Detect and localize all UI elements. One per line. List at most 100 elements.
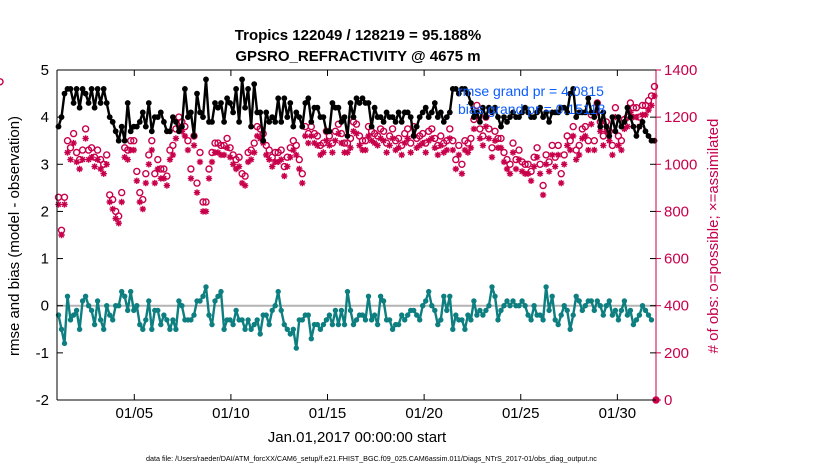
bias-point (516, 303, 522, 309)
bias-point (119, 288, 125, 295)
bias-point (137, 321, 143, 328)
bias-point (648, 317, 655, 323)
rmse-point (495, 114, 501, 120)
obs-possible-marker (437, 132, 445, 140)
obs-possible-marker (126, 136, 135, 145)
obs-possible-marker (133, 167, 141, 176)
rmse-point (368, 123, 375, 130)
rmse-point (239, 76, 246, 83)
obs-assimilated-marker (163, 182, 171, 189)
rmse-point (215, 104, 221, 111)
obs-possible-marker (60, 193, 69, 202)
rmse-point (428, 109, 435, 116)
bias-point (546, 307, 552, 314)
bias-point (576, 298, 582, 304)
bias-point (104, 303, 110, 309)
rmse-point (106, 114, 113, 120)
obs-assimilated-marker (476, 135, 484, 142)
bias-point (218, 288, 224, 295)
obs-assimilated-marker (446, 135, 453, 142)
bias-point (459, 317, 465, 323)
rmse-point (170, 114, 176, 120)
obs-assimilated-marker (263, 151, 270, 159)
bias-point (350, 321, 357, 328)
rmse-point (365, 100, 372, 106)
rmse-point (585, 95, 592, 102)
bias-point (621, 298, 628, 304)
bias-point (101, 326, 107, 332)
rmse-point (109, 119, 116, 125)
rmse-point (290, 123, 297, 130)
rmse-point (182, 86, 188, 92)
y-tick-label-right: 0 (664, 392, 672, 409)
y-tick-label-left: 1 (41, 251, 49, 268)
obs-assimilated-marker (401, 139, 408, 147)
bias-point (522, 303, 528, 309)
bias-point (338, 307, 345, 314)
rmse-point (124, 100, 131, 106)
rmse-point (251, 81, 258, 87)
obs-assimilated-marker (491, 137, 499, 144)
rmse-point (278, 119, 285, 125)
bias-point (284, 326, 290, 332)
rmse-point (302, 100, 309, 106)
rmse-point (492, 104, 498, 111)
bias-point (368, 317, 375, 323)
bias-point (212, 298, 218, 304)
rmse-point (329, 100, 336, 106)
obs-assimilated-marker (443, 146, 450, 154)
bias-point (58, 326, 65, 332)
bias-point (155, 307, 161, 314)
bias-point (233, 307, 239, 314)
bias-point (468, 317, 474, 323)
obs-possible-marker (130, 136, 138, 145)
obs-assimilated-marker (506, 170, 514, 177)
chart-title-line1: Tropics 122049 / 128219 = 95.188% (235, 27, 481, 44)
bias-point (402, 317, 408, 323)
obs-possible-marker (211, 139, 219, 147)
rmse-point (434, 114, 441, 120)
obs-assimilated-marker (549, 151, 556, 159)
rmse-point (498, 123, 504, 130)
rmse-point (338, 119, 345, 125)
rmse-point (468, 100, 474, 106)
bias-point (564, 307, 570, 314)
bias-point (164, 317, 170, 323)
bias-point (88, 307, 95, 314)
rmse-point (471, 114, 477, 120)
data-file-footer: data file: /Users/raeder/DAI/ATM_forcXX/… (146, 454, 597, 463)
rmse-point (371, 104, 378, 111)
bias-point (221, 326, 227, 332)
obs-assimilated-marker (461, 146, 469, 154)
obs-assimilated-marker (145, 161, 152, 168)
bias-point (435, 321, 441, 328)
bias-point (305, 312, 311, 318)
rmse-point (233, 86, 240, 92)
obs-assimilated-marker (232, 165, 240, 173)
obs-assimilated-marker (133, 177, 140, 184)
obs-assimilated-marker (512, 165, 520, 173)
bias-point (380, 298, 387, 304)
rmse-point (546, 119, 552, 125)
rmse-point (257, 109, 264, 116)
bias-point (179, 303, 185, 309)
obs-assimilated-marker (389, 135, 396, 142)
obs-assimilated-marker (368, 137, 375, 144)
obs-assimilated-marker (67, 156, 74, 163)
bias-point (627, 307, 634, 314)
obs-possible-marker (87, 144, 96, 152)
obs-possible-marker (223, 134, 231, 143)
obs-assimilated-marker (627, 109, 634, 116)
obs-assimilated-marker (621, 125, 628, 133)
rmse-point (462, 86, 468, 92)
rmse-point (167, 128, 173, 135)
bias-point (176, 298, 182, 304)
obs-assimilated-marker (88, 154, 95, 161)
rmse-point (425, 114, 432, 120)
bias-point (633, 317, 640, 323)
rmse-point (173, 119, 179, 125)
rmse-point (79, 86, 86, 92)
bias-point (94, 298, 101, 304)
rmse-point (85, 100, 92, 106)
bias-point (299, 317, 305, 323)
